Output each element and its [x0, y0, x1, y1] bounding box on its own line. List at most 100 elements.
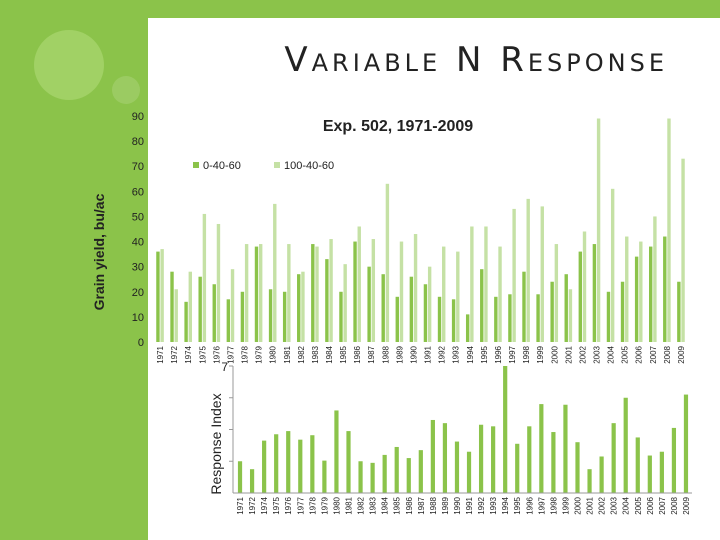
yield-bar-100-40-60-1979 — [258, 244, 263, 342]
yield-y-tick-60: 60 — [132, 186, 144, 198]
yield-bar-100-40-60-1998 — [526, 198, 530, 342]
response-index-bar-2007 — [659, 451, 664, 493]
response-index-bar-2001 — [587, 469, 592, 493]
yield-bar-100-40-60-1980 — [273, 203, 277, 342]
response-index-bar-1971 — [237, 461, 243, 493]
response-index-y-ticks — [229, 365, 233, 462]
legend-label-0-40-60: 0-40-60 — [203, 160, 241, 172]
yield-x-tick-1991: 1991 — [424, 345, 433, 363]
yield-bar-0-40-60-1997 — [508, 294, 512, 342]
yield-x-tick-1994: 1994 — [466, 345, 475, 363]
response-index-x-tick-2006: 2006 — [646, 496, 655, 514]
response-index-x-tick-2001: 2001 — [586, 496, 595, 514]
response-index-bar-2005 — [635, 437, 640, 493]
response-index-bar-1990 — [454, 441, 460, 493]
response-index-bar-1983 — [370, 462, 375, 493]
yield-bar-100-40-60-1974 — [188, 271, 192, 342]
yield-x-tick-2004: 2004 — [607, 345, 616, 363]
yield-bar-100-40-60-1982 — [301, 271, 305, 342]
response-index-x-tick-1992: 1992 — [477, 496, 486, 514]
yield-x-tick-1980: 1980 — [269, 345, 278, 363]
response-index-x-tick-1998: 1998 — [549, 496, 558, 514]
yield-bar-0-40-60-2000 — [550, 281, 554, 342]
response-index-bar-1998 — [551, 432, 556, 493]
response-index-bar-1974 — [262, 440, 267, 493]
response-index-x-tick-1993: 1993 — [489, 496, 498, 514]
yield-bar-0-40-60-1971 — [156, 251, 160, 342]
yield-bar-0-40-60-1983 — [311, 244, 315, 342]
response-index-x-tick-1972: 1972 — [248, 496, 257, 514]
yield-x-tick-1986: 1986 — [353, 345, 362, 363]
response-index-x-tick-1999: 1999 — [561, 496, 570, 514]
legend-swatch-0-40-60 — [193, 162, 199, 168]
yield-bar-0-40-60-1987 — [367, 266, 371, 342]
yield-bar-100-40-60-1983 — [315, 246, 319, 342]
response-index-bar-1981 — [346, 431, 351, 493]
response-index-x-tick-2009: 2009 — [682, 496, 691, 514]
yield-bar-0-40-60-1979 — [254, 246, 259, 342]
yield-bar-0-40-60-1990 — [409, 276, 414, 342]
yield-bar-0-40-60-1974 — [184, 301, 188, 342]
yield-bar-100-40-60-1992 — [442, 246, 446, 342]
response-index-x-tick-1988: 1988 — [429, 496, 438, 514]
yield-bar-0-40-60-1995 — [480, 269, 484, 342]
response-index-x-tick-1996: 1996 — [525, 496, 534, 514]
yield-chart-x-ticks: 1971 1972 1974 1975 1976 1977 1978 1979 1980 1981… — [156, 345, 686, 363]
yield-x-tick-1999: 1999 — [536, 345, 545, 363]
response-index-y-tick-label: 7 — [221, 360, 228, 374]
yield-bar-0-40-60-2008 — [663, 236, 667, 342]
response-index-bar-1982 — [358, 461, 363, 493]
yield-bar-0-40-60-2002 — [578, 251, 583, 342]
yield-bar-100-40-60-1984 — [329, 239, 333, 342]
yield-x-tick-2007: 2007 — [649, 345, 658, 363]
response-index-x-tick-2004: 2004 — [622, 496, 631, 514]
yield-bar-100-40-60-1996 — [498, 246, 502, 342]
yield-bar-0-40-60-1989 — [395, 296, 399, 342]
response-index-x-tick-1979: 1979 — [320, 496, 329, 514]
yield-bar-0-40-60-1991 — [423, 284, 428, 342]
top-band — [148, 0, 720, 18]
response-index-x-tick-1980: 1980 — [332, 496, 341, 514]
response-index-x-tick-1991: 1991 — [465, 496, 474, 514]
yield-bar-100-40-60-2000 — [554, 244, 559, 342]
yield-bar-0-40-60-1985 — [339, 291, 343, 342]
response-index-bar-1975 — [274, 434, 279, 493]
response-index-x-tick-1974: 1974 — [260, 496, 269, 514]
yield-bar-100-40-60-1997 — [512, 208, 516, 342]
yield-bar-0-40-60-1998 — [522, 271, 526, 342]
yield-y-tick-90: 90 — [132, 111, 144, 123]
response-index-bar-2004 — [623, 397, 628, 493]
response-index-x-tick-1994: 1994 — [501, 496, 510, 514]
yield-x-tick-1981: 1981 — [283, 345, 292, 363]
yield-bar-100-40-60-1986 — [357, 226, 361, 342]
response-index-x-ticks: 1971 1972 1974 1975 1976 1977 1978 1979 1980 1981… — [236, 496, 691, 514]
response-index-x-tick-1990: 1990 — [453, 496, 462, 514]
response-index-bar-1995 — [515, 443, 520, 493]
yield-y-tick-80: 80 — [132, 136, 144, 148]
response-index-bar-1972 — [249, 469, 255, 493]
response-index-bar-1977 — [298, 439, 303, 493]
response-index-bar-1979 — [322, 460, 327, 493]
yield-x-tick-1972: 1972 — [170, 345, 179, 363]
yield-bar-0-40-60-1994 — [465, 314, 470, 342]
response-index-bar-1987 — [418, 450, 423, 493]
yield-x-tick-1990: 1990 — [409, 345, 418, 363]
yield-bar-0-40-60-2009 — [677, 281, 681, 342]
response-index-bar-2008 — [671, 427, 677, 493]
yield-bar-100-40-60-1985 — [343, 264, 347, 342]
yield-bar-100-40-60-2008 — [667, 118, 671, 342]
yield-bar-100-40-60-1995 — [484, 226, 488, 342]
yield-bar-0-40-60-1981 — [282, 291, 287, 342]
response-index-x-tick-1987: 1987 — [417, 496, 426, 514]
legend-label-100-40-60: 100-40-60 — [284, 160, 334, 172]
yield-bar-100-40-60-2002 — [582, 231, 587, 342]
yield-x-tick-1979: 1979 — [255, 345, 264, 363]
response-index-bar-1989 — [442, 423, 448, 493]
yield-x-tick-2003: 2003 — [592, 345, 601, 363]
yield-bar-100-40-60-1976 — [216, 223, 221, 342]
response-index-bar-1999 — [563, 404, 568, 493]
yield-x-tick-1995: 1995 — [480, 345, 489, 363]
decorative-circle-small — [112, 76, 140, 104]
